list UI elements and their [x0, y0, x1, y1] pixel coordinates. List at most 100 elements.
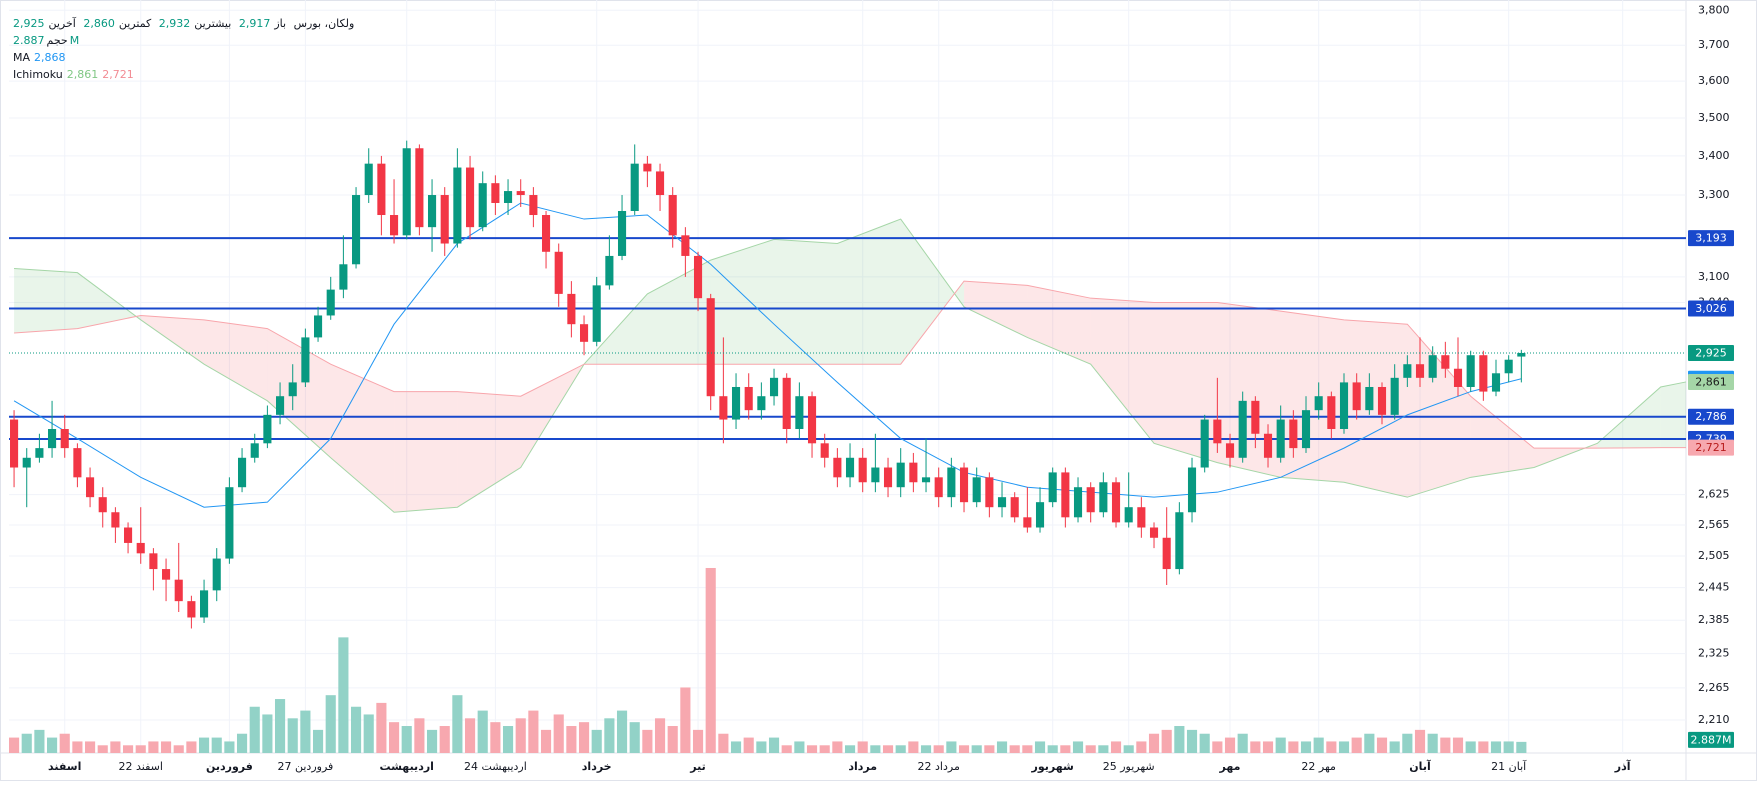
legend-label: آخرین — [48, 17, 76, 30]
volume-bar — [21, 733, 32, 753]
volume-bar — [680, 687, 691, 753]
candle-body — [643, 163, 652, 172]
volume-bar — [958, 745, 970, 753]
volume-bar — [148, 741, 159, 753]
candle-body — [174, 579, 183, 602]
candle-body — [1213, 419, 1222, 444]
candle-body — [1099, 482, 1108, 513]
volume-bar — [933, 745, 944, 753]
candle-body — [630, 163, 639, 211]
price-label: 2,721 — [1695, 441, 1727, 454]
candle-body — [605, 255, 614, 286]
legend-label: باز — [274, 17, 287, 30]
y-tick-label: 2,210 — [1698, 713, 1730, 726]
volume-bar — [439, 726, 450, 753]
volume-bar — [895, 745, 906, 753]
x-tick-label: آبان — [1409, 759, 1431, 773]
candle-body — [22, 457, 31, 468]
volume-bar — [1161, 729, 1172, 753]
volume-label: 2.887M — [1691, 733, 1732, 746]
volume-bar — [1098, 745, 1109, 753]
volume-bar — [781, 745, 792, 753]
volume-bar — [84, 741, 96, 753]
candle-body — [1073, 487, 1083, 518]
candle-body — [757, 396, 766, 411]
candle-body — [719, 396, 728, 420]
candle-body — [883, 467, 893, 488]
volume-bar — [1338, 741, 1350, 753]
volume-bar — [376, 702, 387, 753]
candle-body — [1276, 419, 1285, 458]
candle-body — [871, 467, 880, 483]
x-tick-label: 25 شهریور — [1103, 760, 1155, 773]
level-label: 3,193 — [1695, 232, 1727, 245]
legend-label: بیشترین — [194, 17, 232, 30]
level-label-box — [1688, 408, 1734, 425]
volume-bar — [1313, 737, 1324, 753]
candle-body — [1124, 507, 1133, 523]
ichimoku-cloud — [267, 328, 331, 458]
volume-bar — [1452, 737, 1464, 753]
candle-body — [833, 457, 842, 478]
candle-body — [1061, 472, 1070, 518]
volume-bar — [477, 710, 488, 753]
legend-value: 2,925 — [13, 17, 45, 30]
volume-bar — [198, 737, 210, 753]
candle-body — [1238, 400, 1247, 458]
volume-bar — [1085, 745, 1096, 753]
x-tick-label: اردیبهشت — [379, 760, 433, 773]
ichimoku-cloud — [1027, 285, 1091, 365]
volume-bar — [1199, 733, 1210, 753]
volume-bar — [338, 637, 349, 753]
candle-body — [98, 497, 107, 513]
volume-bar — [1186, 729, 1198, 753]
ichimoku-cloud — [457, 391, 521, 508]
volume-bar — [426, 729, 438, 753]
y-tick-label: 3,500 — [1698, 111, 1730, 124]
candle-body — [1453, 368, 1463, 387]
y-tick-label: 3,100 — [1698, 270, 1730, 283]
candle-body — [124, 527, 133, 543]
volume-bar — [629, 722, 640, 753]
candle-body — [212, 558, 221, 591]
volume-label-box — [1688, 731, 1734, 748]
candle-body — [1010, 497, 1019, 518]
volume-bar — [249, 706, 260, 753]
legend-symbol: ولکان، بورس — [293, 17, 355, 30]
volume-bar — [1490, 741, 1502, 753]
candle-body — [351, 195, 361, 265]
price-label: 2,861 — [1695, 375, 1727, 388]
candle-body — [73, 448, 82, 478]
volume-bar — [654, 718, 666, 753]
candle-body — [288, 382, 297, 397]
volume-bar — [819, 745, 830, 753]
volume-bar — [768, 737, 780, 753]
volume-bar — [110, 741, 121, 753]
volume-bar — [1123, 745, 1134, 753]
candle-body — [1352, 382, 1361, 411]
volume-bar — [604, 718, 615, 753]
candle-body — [921, 477, 931, 483]
y-tick-label: 2,565 — [1698, 518, 1730, 531]
candle-body — [1441, 355, 1450, 369]
volume-bar — [1224, 737, 1236, 753]
candle-body — [1428, 355, 1437, 378]
ma-line — [13, 202, 1522, 508]
volume-bar — [388, 722, 400, 753]
candle-body — [415, 148, 424, 228]
legend-value: 2,868 — [34, 51, 66, 64]
candle-body — [795, 396, 804, 430]
volume-bar — [996, 741, 1008, 753]
volume-bar — [718, 733, 729, 753]
candle-body — [744, 386, 753, 411]
candle-body — [1327, 396, 1336, 430]
volume-bar — [870, 745, 881, 753]
ichimoku-cloud — [77, 272, 141, 329]
ichimoku-span-a — [14, 218, 1687, 513]
y-tick-label: 3,800 — [1698, 3, 1730, 16]
volume-bar — [515, 718, 526, 753]
level-label-box — [1688, 230, 1734, 247]
volume-bar — [1148, 733, 1160, 753]
volume-bar — [1427, 733, 1438, 753]
